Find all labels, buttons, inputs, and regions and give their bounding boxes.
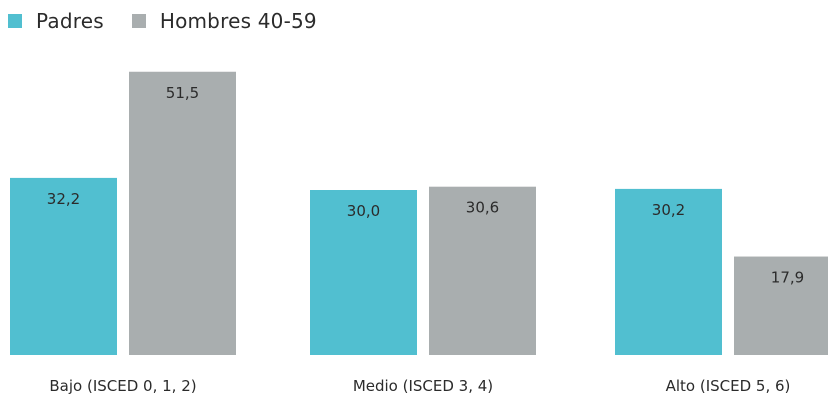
- legend-swatch-hombres: [131, 14, 146, 28]
- data-label-hombres-40-59-1: 30,6: [466, 199, 499, 217]
- legend-label-padres: Padres: [36, 9, 104, 33]
- legend-label-hombres: Hombres 40-59: [159, 9, 317, 33]
- chart-legend: Padres Hombres 40-59: [8, 8, 345, 34]
- legend-item-hombres: Hombres 40-59: [131, 9, 317, 33]
- category-label-0: Bajo (ISCED 0, 1, 2): [49, 377, 196, 395]
- data-label-hombres-40-59-0: 51,5: [166, 84, 199, 102]
- category-label-1: Medio (ISCED 3, 4): [353, 377, 493, 395]
- bar-hombres-40-59-0: [129, 71, 236, 355]
- legend-item-padres: Padres: [8, 9, 104, 33]
- legend-swatch-padres: [8, 14, 22, 28]
- data-label-hombres-40-59-2: 17,9: [771, 269, 804, 287]
- data-label-padres-0: 32,2: [47, 190, 80, 208]
- bar-padres-2: [615, 188, 722, 355]
- bar-hombres-40-59-2: [734, 256, 828, 355]
- category-label-2: Alto (ISCED 5, 6): [666, 377, 791, 395]
- bar-padres-1: [310, 190, 417, 355]
- bar-hombres-40-59-1: [429, 186, 536, 355]
- bar-padres-0: [10, 177, 117, 355]
- data-label-padres-1: 30,0: [347, 202, 380, 220]
- data-label-padres-2: 30,2: [652, 201, 685, 219]
